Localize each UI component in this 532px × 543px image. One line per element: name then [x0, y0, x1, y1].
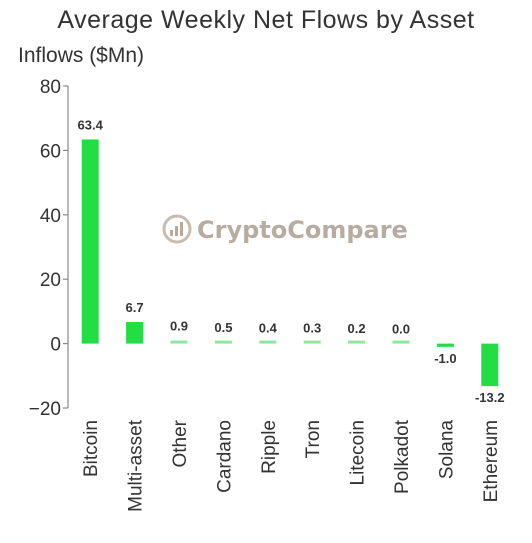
bar-cardano: [214, 340, 232, 344]
data-label: 0.2: [348, 321, 366, 336]
y-tick-label: 60: [40, 141, 61, 162]
data-label: -13.2: [475, 390, 505, 405]
bar-ripple: [259, 340, 277, 344]
data-label: 0.5: [214, 320, 232, 335]
x-tick-label: Ethereum: [481, 420, 502, 502]
x-tick-label: Polkadot: [392, 419, 413, 494]
data-label: 6.7: [126, 300, 144, 315]
bar-ethereum: [481, 343, 499, 387]
bar-litecoin: [348, 340, 366, 344]
x-tick-label: Ripple: [259, 420, 280, 474]
bar-bitcoin: [81, 139, 99, 344]
y-axis-label: Inflows ($Mn): [18, 44, 145, 67]
y-tick-label: 20: [40, 270, 61, 291]
data-label: -1.0: [434, 351, 456, 366]
bar-polkadot: [392, 340, 410, 344]
data-label: 0.3: [303, 321, 321, 336]
data-label: 0.0: [392, 322, 410, 337]
watermark-logo: CryptoCompare: [162, 214, 408, 244]
x-tick-label: Cardano: [214, 420, 235, 493]
x-tick-label: Litecoin: [348, 420, 369, 486]
bar-solana: [436, 343, 454, 347]
x-tick-label: Bitcoin: [81, 420, 102, 477]
x-tick-label: Multi-asset: [126, 419, 147, 512]
x-tick-label: Other: [170, 419, 191, 467]
y-tick-label: 0: [50, 335, 61, 356]
bar-tron: [303, 340, 321, 344]
y-tick-label: −20: [29, 399, 61, 420]
watermark-text: CryptoCompare: [197, 216, 408, 244]
chart-title: Average Weekly Net Flows by Asset: [57, 6, 475, 34]
x-tick-label: Tron: [303, 420, 324, 458]
data-label: 0.4: [259, 320, 278, 335]
y-tick-label: 80: [40, 77, 61, 98]
data-label: 63.4: [78, 117, 104, 132]
bar-other: [170, 340, 188, 344]
bar-multi-asset: [126, 322, 144, 344]
y-tick-label: 40: [40, 206, 61, 227]
x-tick-label: Solana: [436, 420, 457, 480]
data-label: 0.9: [170, 319, 188, 334]
